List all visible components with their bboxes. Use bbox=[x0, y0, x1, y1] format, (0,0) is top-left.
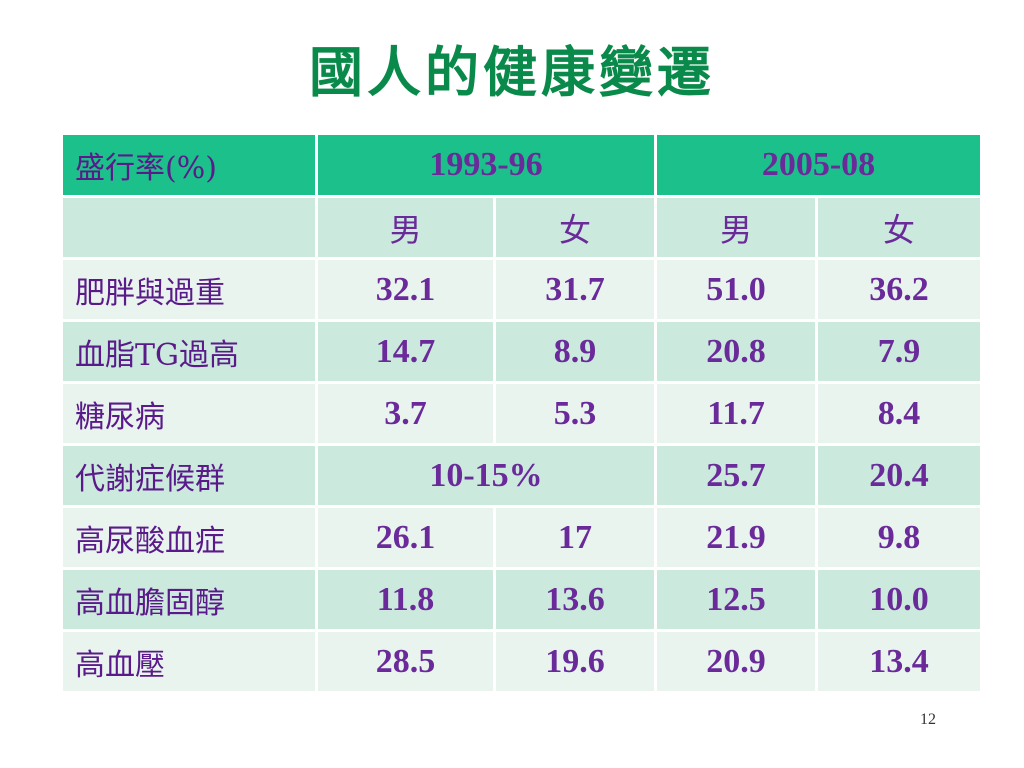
table-cell: 11.8 bbox=[315, 567, 496, 632]
table-cell: 20.4 bbox=[815, 443, 984, 508]
subheader-male-2005: 男 bbox=[654, 195, 819, 260]
table-cell: 10.0 bbox=[815, 567, 984, 632]
row-label: 糖尿病 bbox=[60, 381, 318, 446]
page-number: 12 bbox=[920, 711, 936, 728]
table-cell: 8.4 bbox=[815, 381, 984, 446]
row-label: 高血膽固醇 bbox=[60, 567, 318, 632]
table-cell: 25.7 bbox=[654, 443, 819, 508]
table-row: 肥胖與過重 32.1 31.7 51.0 36.2 bbox=[60, 257, 984, 322]
row-label: 代謝症候群 bbox=[60, 443, 318, 508]
table-cell: 28.5 bbox=[315, 629, 496, 694]
slide-title: 國人的健康變遷 bbox=[309, 40, 715, 104]
table-cell: 51.0 bbox=[654, 257, 819, 322]
period-header-1993: 1993-96 bbox=[314, 132, 658, 198]
table-cell: 9.8 bbox=[815, 505, 984, 570]
table-cell: 5.3 bbox=[492, 381, 658, 446]
table-row: 高血膽固醇 11.8 13.6 12.5 10.0 bbox=[60, 567, 984, 632]
table-cell: 20.9 bbox=[654, 629, 819, 694]
table-subheader-row: 男 女 男 女 bbox=[60, 195, 984, 260]
row-label: 肥胖與過重 bbox=[60, 257, 318, 322]
table-row: 高尿酸血症 26.1 17 21.9 9.8 bbox=[60, 505, 984, 570]
row-label: 高血壓 bbox=[60, 629, 318, 694]
table-cell: 21.9 bbox=[654, 505, 819, 570]
table-cell: 7.9 bbox=[815, 319, 984, 384]
table-cell: 8.9 bbox=[492, 319, 658, 384]
table-cell: 3.7 bbox=[315, 381, 496, 446]
subheader-female-2005: 女 bbox=[815, 195, 984, 260]
table-cell-merged: 10-15% bbox=[314, 443, 658, 508]
table-cell: 11.7 bbox=[654, 381, 819, 446]
table-cell: 19.6 bbox=[492, 629, 658, 694]
table-row: 糖尿病 3.7 5.3 11.7 8.4 bbox=[60, 381, 984, 446]
period-header-2005: 2005-08 bbox=[654, 132, 984, 198]
table-cell: 13.4 bbox=[815, 629, 984, 694]
table-row: 高血壓 28.5 19.6 20.9 13.4 bbox=[60, 629, 984, 694]
subheader-male-1993: 男 bbox=[315, 195, 496, 260]
table-cell: 17 bbox=[492, 505, 658, 570]
table-row: 血脂TG過高 14.7 8.9 20.8 7.9 bbox=[60, 319, 984, 384]
row-label: 高尿酸血症 bbox=[60, 505, 318, 570]
table-cell: 13.6 bbox=[492, 567, 658, 632]
table-cell: 20.8 bbox=[654, 319, 819, 384]
prevalence-table: 盛行率(%) 1993-96 2005-08 男 女 男 女 肥胖與過重 32.… bbox=[60, 132, 984, 694]
table-cell: 26.1 bbox=[315, 505, 496, 570]
table-header-row: 盛行率(%) 1993-96 2005-08 bbox=[60, 132, 984, 198]
table-row: 代謝症候群 10-15% 25.7 20.4 bbox=[60, 443, 984, 508]
header-label: 盛行率(%) bbox=[60, 132, 318, 198]
subheader-blank bbox=[60, 195, 318, 260]
table-cell: 32.1 bbox=[315, 257, 496, 322]
subheader-female-1993: 女 bbox=[492, 195, 658, 260]
table-cell: 36.2 bbox=[815, 257, 984, 322]
table-cell: 14.7 bbox=[315, 319, 496, 384]
table-cell: 31.7 bbox=[492, 257, 658, 322]
row-label: 血脂TG過高 bbox=[60, 319, 318, 384]
table-cell: 12.5 bbox=[654, 567, 819, 632]
